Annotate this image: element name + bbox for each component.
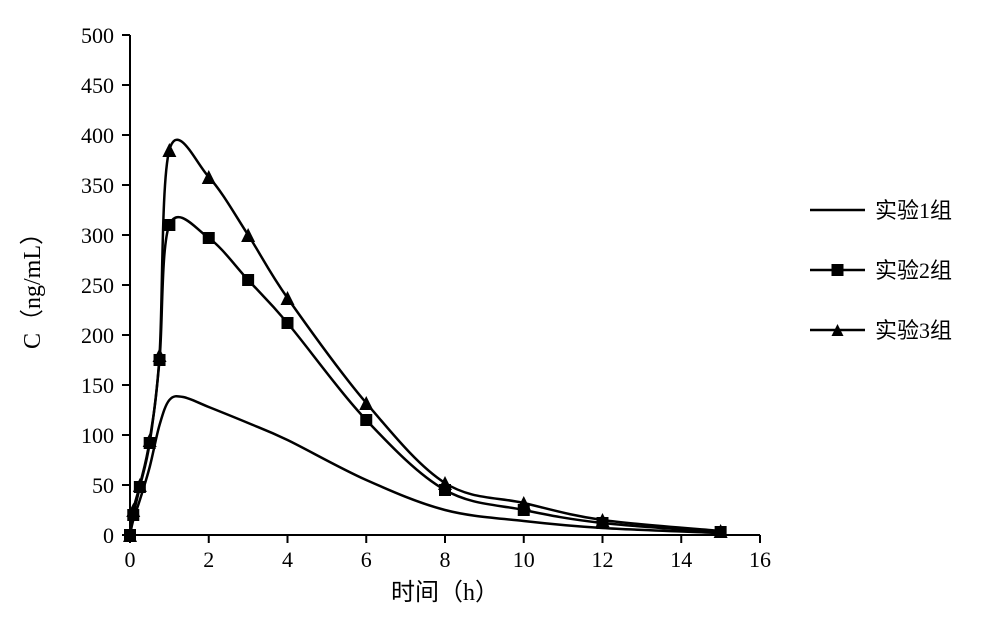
y-tick-label: 400 [81,123,114,148]
x-tick-label: 4 [282,547,293,572]
y-tick-label: 250 [81,273,114,298]
marker-square-icon [242,274,254,286]
x-tick-label: 8 [440,547,451,572]
series-line [130,217,721,535]
y-tick-label: 200 [81,323,114,348]
x-tick-label: 12 [592,547,614,572]
series-2 [124,217,727,541]
marker-square-icon [203,232,215,244]
chart-container: 0 2 4 6 8 10 12 14 16 0 50 100 150 200 250 300 350 400 450… [0,0,1000,636]
series-line [130,396,721,535]
x-tick-label: 14 [670,547,692,572]
marker-square-icon [360,414,372,426]
legend-item: 实验1组 [810,198,952,223]
series-3 [123,140,728,542]
marker-square-icon [832,264,844,276]
y-tick-label: 150 [81,373,114,398]
legend-item: 实验3组 [810,318,952,343]
y-tick-label: 100 [81,423,114,448]
pk-curve-chart: 0 2 4 6 8 10 12 14 16 0 50 100 150 200 250 300 350 400 450… [0,0,1000,636]
x-axis-label: 时间（h） [391,579,499,606]
marker-square-icon [163,219,175,231]
x-tick-label: 0 [125,547,136,572]
marker-triangle-icon [241,228,255,242]
y-tick-label: 300 [81,223,114,248]
legend-label: 实验3组 [875,318,952,343]
x-tick-label: 6 [361,547,372,572]
x-tick-label: 16 [749,547,771,572]
marker-triangle-icon [438,476,452,490]
y-tick-label: 500 [81,23,114,48]
y-tick-label: 50 [92,473,114,498]
series-1 [130,396,721,535]
legend-item: 实验2组 [810,258,952,283]
marker-triangle-icon [162,143,176,157]
x-tick-label: 10 [513,547,535,572]
y-tick-label: 350 [81,173,114,198]
legend-label: 实验1组 [875,198,952,223]
legend-label: 实验2组 [875,258,952,283]
x-tick-label: 2 [203,547,214,572]
y-axis-label: C（ng/mL） [20,221,46,349]
y-tick-label: 450 [81,73,114,98]
marker-square-icon [282,317,294,329]
y-tick-label: 0 [103,523,114,548]
